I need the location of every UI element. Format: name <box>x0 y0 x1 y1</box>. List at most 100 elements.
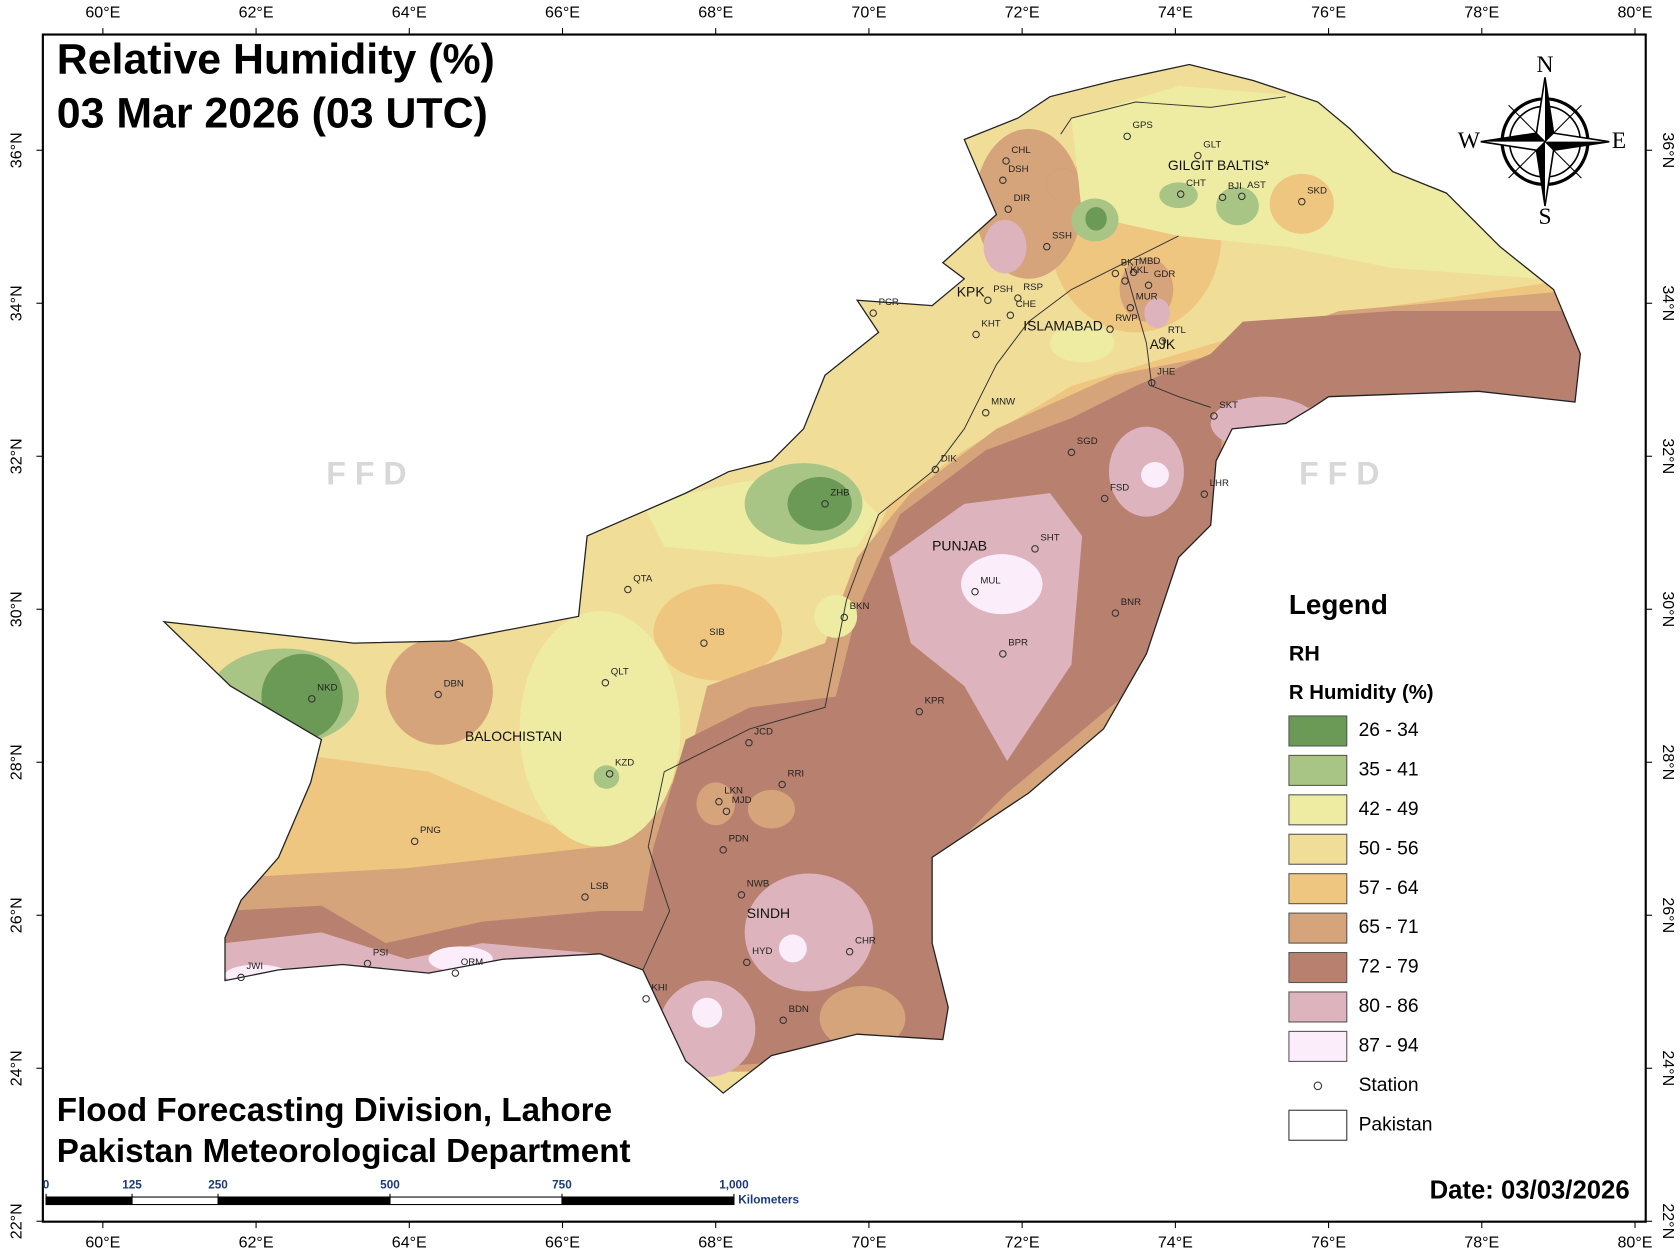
humidity-zone <box>1269 173 1334 234</box>
legend-station-marker <box>1313 1081 1323 1091</box>
lon-label: 76°E <box>1311 1233 1346 1251</box>
station-marker <box>840 613 849 622</box>
station-label: MUR <box>1136 292 1158 303</box>
station-marker <box>1014 294 1022 302</box>
humidity-zone <box>653 584 783 681</box>
station-marker <box>737 891 746 899</box>
station-marker <box>1100 494 1109 503</box>
lon-label: 80°E <box>1617 1233 1652 1251</box>
legend-label: 72 - 79 <box>1359 957 1419 978</box>
station-label: KZD <box>615 758 634 769</box>
humidity-zone <box>1141 462 1169 488</box>
legend-swatch <box>1288 1030 1348 1062</box>
station-label: BDN <box>789 1004 809 1015</box>
station-label: AST <box>1247 180 1266 191</box>
station-label: RTL <box>1168 325 1187 336</box>
station-marker <box>971 587 979 596</box>
station-marker <box>1106 325 1114 333</box>
humidity-zone <box>814 594 858 638</box>
lon-label: 72°E <box>1005 1233 1040 1251</box>
station-marker <box>845 947 854 956</box>
station-marker <box>715 797 723 806</box>
lat-label: 36°N <box>7 132 25 168</box>
station-label: SKT <box>1219 400 1238 411</box>
legend-swatch <box>1288 912 1348 944</box>
lon-label: 62°E <box>239 1233 274 1251</box>
station-label: DBN <box>444 678 464 689</box>
station-label: QLT <box>611 667 629 678</box>
region-label: GILGIT BALTIS* <box>1168 157 1270 173</box>
station-label: NWB <box>747 879 769 890</box>
legend-swatch <box>1288 833 1348 865</box>
station-label: BNR <box>1121 597 1141 608</box>
station-label: MJD <box>732 795 752 806</box>
station-marker <box>1148 379 1156 387</box>
lon-label: 68°E <box>698 1233 733 1251</box>
station-marker <box>1126 304 1135 312</box>
map-title: Relative Humidity (%) <box>57 36 495 84</box>
map-subtitle: 03 Mar 2026 (03 UTC) <box>57 89 488 137</box>
station-label: KPR <box>925 696 945 707</box>
station-marker <box>745 739 753 747</box>
station-label: DIK <box>941 453 958 464</box>
legend-swatch <box>1288 951 1348 984</box>
region-label: BALOCHISTAN <box>465 728 562 744</box>
legend-field: R Humidity (%) <box>1289 682 1434 704</box>
station-marker <box>778 780 786 789</box>
compass-s: S <box>1538 204 1551 230</box>
station-label: JWI <box>246 961 263 972</box>
humidity-zone <box>1085 207 1107 231</box>
lon-label: 70°E <box>851 1233 886 1251</box>
lon-label: 78°E <box>1464 1233 1499 1251</box>
station-label: KHI <box>651 983 667 994</box>
humidity-zone <box>225 310 1581 1072</box>
station-label: LSB <box>590 881 608 892</box>
station-marker <box>869 309 877 317</box>
station-marker <box>1043 242 1051 251</box>
legend-label: Station <box>1359 1075 1419 1096</box>
station-marker <box>1176 190 1185 198</box>
lat-label: 22°N <box>1659 1203 1677 1239</box>
station-marker <box>237 973 245 982</box>
station-marker <box>999 176 1007 185</box>
station-marker <box>1200 490 1209 498</box>
station-marker <box>1194 151 1202 160</box>
humidity-zone <box>593 765 620 789</box>
humidity-zone <box>1144 298 1170 329</box>
credit-line: Flood Forecasting Division, Lahore <box>57 1092 612 1129</box>
humidity-zone <box>658 980 756 1078</box>
region-label: KPK <box>957 283 986 299</box>
station-label: GPS <box>1133 120 1153 131</box>
legend-label: 57 - 64 <box>1359 878 1419 899</box>
region-label: PUNJAB <box>932 537 987 553</box>
station-label: FSD <box>1110 482 1129 493</box>
station-marker <box>821 500 829 508</box>
lon-label: 74°E <box>1158 3 1193 21</box>
station-marker <box>1298 197 1306 206</box>
lat-label: 34°N <box>1659 285 1677 321</box>
watermark: F F D <box>1299 455 1379 491</box>
station-label: CHL <box>1011 145 1031 156</box>
station-marker <box>308 695 316 703</box>
station-label: BKT <box>1121 257 1140 268</box>
station-label: BPR <box>1008 638 1028 649</box>
station-label: SKD <box>1307 186 1327 197</box>
station-label: MUL <box>980 576 1001 587</box>
legend-label: Pakistan <box>1359 1114 1433 1135</box>
legend-swatch <box>1288 715 1348 747</box>
compass-n: N <box>1536 52 1553 78</box>
lon-label: 64°E <box>392 1233 427 1251</box>
humidity-zone <box>819 985 906 1051</box>
station-label: JHE <box>1157 367 1175 378</box>
legend-label: 42 - 49 <box>1359 799 1419 820</box>
station-label: JCD <box>754 727 773 738</box>
station-marker <box>1031 545 1039 553</box>
legend-label: 80 - 86 <box>1359 996 1419 1017</box>
station-marker <box>972 330 980 339</box>
scale-bar-label: 500 <box>380 1178 400 1191</box>
lon-label: 60°E <box>85 1233 120 1251</box>
station-marker <box>581 893 589 901</box>
station-marker <box>1002 157 1010 165</box>
station-marker <box>451 969 460 977</box>
scale-bar-unit: Kilometers <box>738 1193 799 1206</box>
